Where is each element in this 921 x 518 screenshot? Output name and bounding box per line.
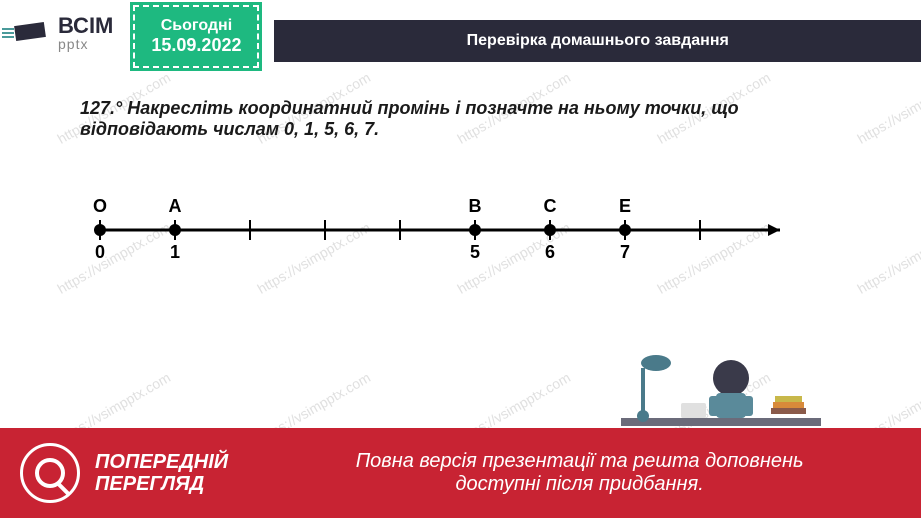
logo-icon [10, 21, 50, 46]
task-number: 127.° [80, 98, 122, 118]
date-label: Сьогодні [151, 17, 241, 35]
svg-text:6: 6 [545, 242, 555, 260]
svg-text:E: E [619, 196, 631, 216]
svg-text:7: 7 [620, 242, 630, 260]
svg-text:1: 1 [170, 242, 180, 260]
logo-brand: ВСІМ [58, 15, 113, 37]
footer-text-line1: Повна версія презентації та решта доповн… [258, 450, 901, 473]
magnifier-icon [20, 443, 80, 503]
footer-banner: ПОПЕРЕДНІЙ ПЕРЕГЛЯД Повна версія презент… [0, 428, 921, 518]
footer-label-line2: ПЕРЕГЛЯД [95, 473, 228, 495]
svg-text:5: 5 [470, 242, 480, 260]
date-badge: Сьогодні 15.09.2022 [133, 5, 259, 68]
footer-label-line1: ПОПЕРЕДНІЙ [95, 451, 228, 473]
number-line-svg: O 0 A 1 B 5 C 6 E 7 [80, 180, 800, 260]
svg-text:0: 0 [95, 242, 105, 260]
task-text: 127.° Накресліть координатний промінь і … [80, 98, 841, 140]
illustration [621, 308, 821, 448]
title-bar: Перевірка домашнього завдання [274, 20, 921, 62]
logo-sub: pptx [58, 37, 113, 51]
footer-label: ПОПЕРЕДНІЙ ПЕРЕГЛЯД [95, 451, 228, 495]
svg-text:C: C [544, 196, 557, 216]
number-line: O 0 A 1 B 5 C 6 E 7 [80, 180, 841, 280]
task-body: Накресліть координатний промінь і познач… [80, 98, 739, 139]
content-area: 127.° Накресліть координатний промінь і … [0, 68, 921, 310]
svg-text:O: O [93, 196, 107, 216]
svg-text:B: B [469, 196, 482, 216]
logo-area: ВСІМ pptx [0, 0, 123, 66]
svg-text:A: A [169, 196, 182, 216]
date-value: 15.09.2022 [151, 35, 241, 56]
header: ВСІМ pptx Сьогодні 15.09.2022 Перевірка … [0, 0, 921, 68]
footer-text-line2: доступні після придбання. [258, 473, 901, 496]
footer-text: Повна версія презентації та решта доповн… [258, 450, 901, 496]
